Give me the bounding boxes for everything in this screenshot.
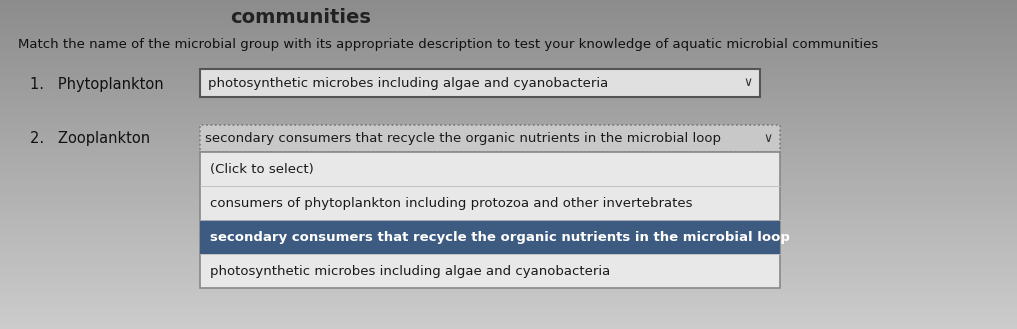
Text: Match the name of the microbial group with its appropriate description to test y: Match the name of the microbial group wi… <box>18 38 879 51</box>
Text: secondary consumers that recycle the organic nutrients in the microbial loop: secondary consumers that recycle the org… <box>210 231 790 243</box>
Bar <box>200 125 780 152</box>
Text: (Click to select): (Click to select) <box>210 163 314 175</box>
Text: consumers of phytoplankton including protozoa and other invertebrates: consumers of phytoplankton including pro… <box>210 196 693 210</box>
Bar <box>200 220 780 254</box>
Text: secondary consumers that recycle the organic nutrients in the microbial loop: secondary consumers that recycle the org… <box>205 132 721 145</box>
Text: communities: communities <box>230 8 371 27</box>
Text: photosynthetic microbes including algae and cyanobacteria: photosynthetic microbes including algae … <box>208 77 608 89</box>
Text: photosynthetic microbes including algae and cyanobacteria: photosynthetic microbes including algae … <box>210 265 610 277</box>
Bar <box>200 152 780 288</box>
Bar <box>200 69 760 97</box>
Text: ∨: ∨ <box>764 132 773 145</box>
Text: 2.   Zooplankton: 2. Zooplankton <box>29 132 151 146</box>
Text: ∨: ∨ <box>743 77 753 89</box>
Text: 1.   Phytoplankton: 1. Phytoplankton <box>29 77 164 91</box>
